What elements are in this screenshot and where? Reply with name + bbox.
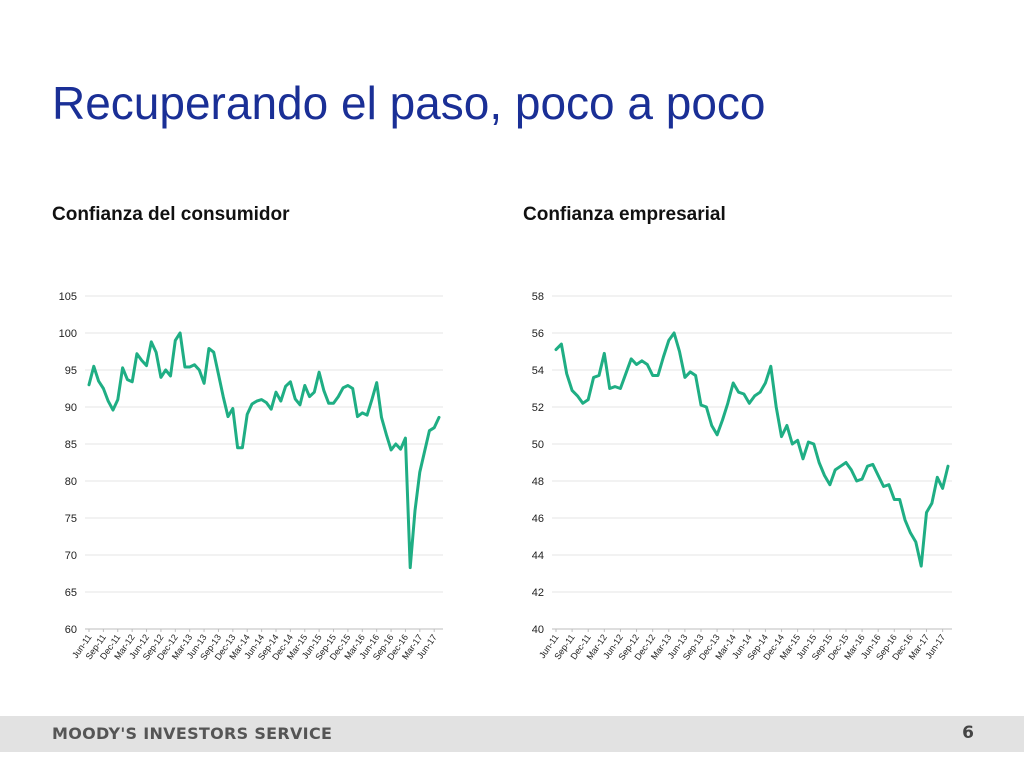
y-tick-label: 48 <box>532 476 544 488</box>
y-tick-label: 40 <box>532 624 544 636</box>
y-tick-label: 46 <box>532 513 544 525</box>
y-tick-label: 80 <box>65 476 77 488</box>
series-line <box>87 331 441 570</box>
series-line <box>554 331 950 568</box>
y-tick-label: 100 <box>59 328 77 340</box>
y-tick-label: 95 <box>65 365 77 377</box>
y-tick-label: 65 <box>65 587 77 599</box>
y-tick-label: 105 <box>59 291 77 303</box>
y-tick-label: 70 <box>65 550 77 562</box>
y-tick-label: 90 <box>65 402 77 414</box>
y-tick-label: 75 <box>65 513 77 525</box>
y-tick-label: 50 <box>532 439 544 451</box>
y-tick-label: 54 <box>532 365 544 377</box>
slide-title: Recuperando el paso, poco a poco <box>52 77 766 129</box>
footer-brand: MOODY'S INVESTORS SERVICE <box>52 724 333 743</box>
y-tick-label: 60 <box>65 624 77 636</box>
y-tick-label: 58 <box>532 291 544 303</box>
page-number: 6 <box>962 723 974 743</box>
chart-title-business-confidence: Confianza empresarial <box>523 204 726 225</box>
y-tick-label: 42 <box>532 587 544 599</box>
y-tick-label: 44 <box>532 550 544 562</box>
consumer-confidence-chart: 6065707580859095100105Jun-11Sep-11Dec-11… <box>59 291 443 662</box>
y-tick-label: 85 <box>65 439 77 451</box>
y-tick-label: 52 <box>532 402 544 414</box>
business-confidence-chart: 40424446485052545658Jun-11Sep-11Dec-11Ma… <box>532 291 952 662</box>
chart-title-consumer-confidence: Confianza del consumidor <box>52 204 290 225</box>
footer-bar: MOODY'S INVESTORS SERVICE 6 <box>0 716 1024 752</box>
y-tick-label: 56 <box>532 328 544 340</box>
